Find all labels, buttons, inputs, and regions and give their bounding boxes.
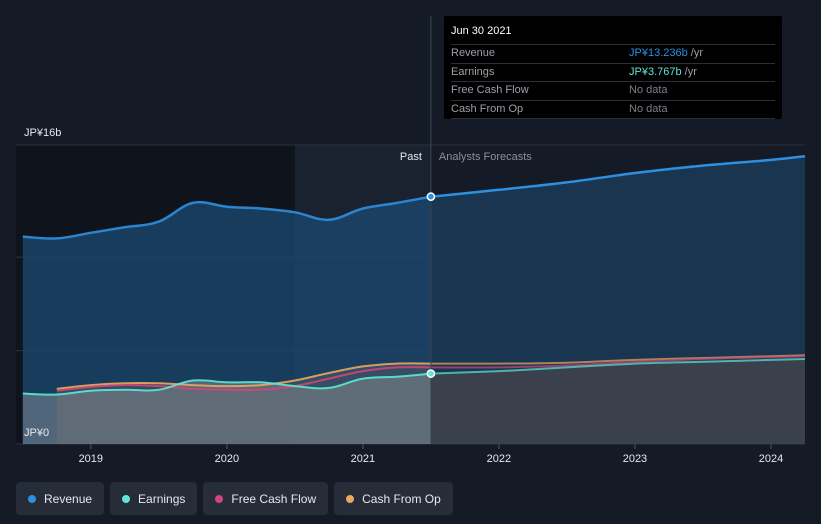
- tooltip-value: JP¥3.767b /yr: [629, 65, 697, 78]
- legend-item-earnings[interactable]: Earnings: [110, 482, 198, 515]
- legend-dot-icon: [346, 494, 355, 503]
- y-axis-bottom-label: JP¥0: [24, 427, 49, 439]
- tooltip-label: Earnings: [451, 65, 495, 78]
- series-line-revenue-forecast: [430, 154, 806, 198]
- tooltip-row-earnings: Earnings JP¥3.767b /yr: [451, 64, 775, 82]
- legend: Revenue Earnings Free Cash Flow Cash Fro…: [16, 482, 453, 515]
- x-tick-label: 2024: [759, 453, 783, 465]
- x-tick-label: 2020: [215, 453, 239, 465]
- series-areas: [22, 156, 805, 444]
- x-tick-label: 2019: [79, 453, 103, 465]
- x-tick-label: 2022: [487, 453, 511, 465]
- hover-markers: [426, 192, 436, 378]
- series-line-earnings-forecast: [430, 358, 806, 375]
- tooltip-value: No data: [629, 102, 668, 115]
- tooltip-row-fcf: Free Cash Flow No data: [451, 82, 775, 101]
- tooltip: Jun 30 2021 Revenue JP¥13.236b /yr Earni…: [444, 16, 782, 119]
- series-line-revenue-past: [22, 195, 432, 240]
- series-line-fcf-forecast: [430, 355, 806, 369]
- earnings-area-past: [22, 373, 431, 444]
- tooltip-label: Free Cash Flow: [451, 84, 529, 96]
- legend-dot-icon: [122, 494, 131, 503]
- tooltip-row-revenue: Revenue JP¥13.236b /yr: [451, 45, 775, 64]
- legend-label: Earnings: [138, 491, 186, 506]
- tooltip-value: No data: [629, 84, 668, 96]
- past-label: Past: [400, 151, 422, 163]
- marker-revenue: [426, 192, 436, 202]
- x-axis-ticks: 2019 2020 2021 2022 2023 2024: [79, 444, 783, 465]
- legend-dot-icon: [215, 494, 224, 503]
- y-axis-top-label: JP¥16b: [24, 127, 61, 139]
- legend-label: Cash From Op: [362, 491, 441, 506]
- legend-label: Revenue: [44, 491, 93, 506]
- legend-label: Free Cash Flow: [231, 491, 317, 506]
- revenue-area-past: [22, 196, 431, 444]
- series-line-fcf-past: [56, 366, 431, 392]
- legend-item-cash-from-op[interactable]: Cash From Op: [334, 482, 453, 515]
- x-tick-label: 2023: [623, 453, 647, 465]
- tooltip-label: Revenue: [451, 47, 496, 59]
- marker-earnings: [426, 369, 436, 378]
- legend-item-revenue[interactable]: Revenue: [16, 482, 105, 515]
- forecast-label: Analysts Forecasts: [439, 151, 532, 163]
- tooltip-value: JP¥13.236b /yr: [629, 47, 704, 59]
- x-tick-label: 2021: [351, 453, 375, 465]
- earnings-revenue-chart: Past Analysts Forecasts JP¥16b JP¥0 2019…: [16, 16, 806, 465]
- earnings-area-forecast: [430, 359, 805, 444]
- series-line-earnings-past: [22, 372, 431, 396]
- legend-dot-icon: [28, 494, 36, 503]
- tooltip-date: Jun 30 2021: [451, 22, 775, 45]
- tooltip-label: Cash From Op: [451, 102, 524, 115]
- series-line-cfo-past: [56, 362, 431, 390]
- legend-item-free-cash-flow[interactable]: Free Cash Flow: [203, 482, 329, 515]
- tooltip-row-cfo: Cash From Op No data: [451, 101, 775, 119]
- series-lines: [22, 154, 806, 396]
